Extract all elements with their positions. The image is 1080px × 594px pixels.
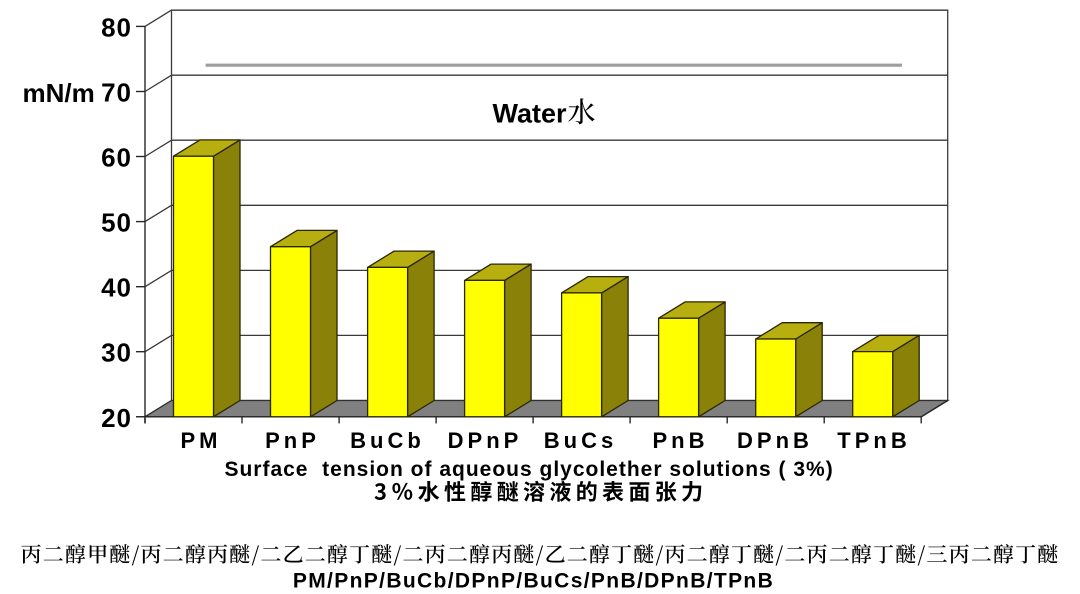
svg-text:PM/PnP/BuCb/DPnP/BuCs/PnB/DPnB: PM/PnP/BuCb/DPnP/BuCs/PnB/DPnB/TPnB — [293, 569, 774, 592]
svg-text:50: 50 — [101, 208, 132, 238]
svg-text:TPnB: TPnB — [837, 428, 910, 453]
svg-text:60: 60 — [101, 143, 132, 173]
svg-text:mN/m: mN/m — [23, 78, 95, 108]
svg-text:40: 40 — [101, 273, 132, 303]
svg-text:PnB: PnB — [653, 428, 709, 453]
svg-text:70: 70 — [101, 78, 132, 108]
svg-text:80: 80 — [101, 12, 132, 42]
svg-text:30: 30 — [101, 338, 132, 368]
svg-text:DPnB: DPnB — [737, 428, 813, 453]
svg-text:PnP: PnP — [265, 428, 320, 453]
svg-text:DPnP: DPnP — [448, 428, 523, 453]
svg-text:BuCs: BuCs — [544, 428, 617, 453]
svg-text:Surface tension of aqueous gl: Surface tension of aqueous glycolether s… — [224, 458, 833, 481]
svg-text:BuCb: BuCb — [350, 428, 425, 453]
svg-text:20: 20 — [101, 403, 132, 433]
svg-text:Water: Water — [493, 99, 568, 129]
svg-text:PM: PM — [181, 428, 222, 453]
